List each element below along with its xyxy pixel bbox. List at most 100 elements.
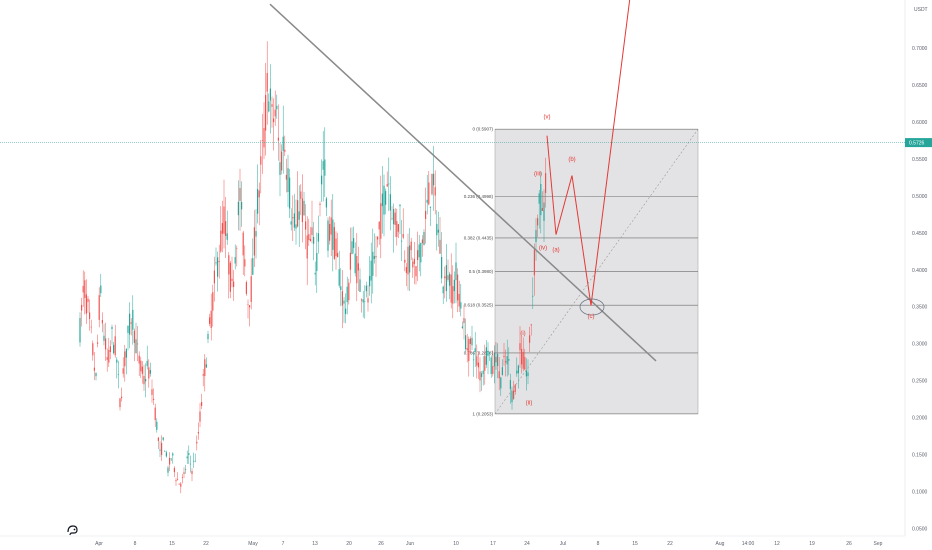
candle-body (268, 101, 270, 112)
candle-body (465, 335, 467, 350)
candle-body (316, 252, 318, 272)
wave-label: (iii) (534, 172, 542, 178)
candle-body (156, 421, 158, 430)
candle-body (396, 221, 398, 237)
candle-body (164, 451, 166, 452)
candle-body (444, 276, 446, 279)
candle-body (215, 262, 217, 264)
candle-body (449, 273, 451, 286)
candle-body (508, 359, 510, 361)
candle-body (481, 373, 483, 377)
candle-body (298, 211, 300, 220)
candle-body (399, 204, 401, 207)
tradingview-logo[interactable] (67, 525, 78, 536)
candle-body (466, 348, 468, 351)
candle-body (125, 348, 127, 358)
candle-body (239, 187, 241, 201)
candle-body (506, 355, 508, 365)
candle-body (450, 274, 452, 303)
candle-body (439, 239, 441, 254)
fib-level-label: 0 (0.5907) (472, 127, 493, 132)
candle-body (434, 187, 436, 196)
candle-body (485, 347, 487, 365)
candle-body (207, 334, 209, 340)
candle-body (293, 213, 295, 228)
candle-body (373, 256, 375, 259)
candle-body (425, 210, 427, 219)
time-tick-label: Apr (95, 541, 103, 547)
candle-body (279, 162, 281, 175)
candle-body (165, 452, 167, 457)
projection-path[interactable] (546, 0, 631, 306)
candle-body (103, 335, 105, 341)
candle-body (269, 88, 271, 101)
candle-body (474, 348, 476, 352)
candle-body (489, 352, 491, 354)
candle-body (452, 286, 454, 304)
candle-body (202, 374, 204, 376)
time-tick-label: 26 (378, 541, 384, 547)
candle-body (545, 173, 547, 193)
price-tick-label: 0.2000 (912, 416, 928, 422)
candle-body (300, 191, 302, 199)
time-tick-label: 14:00 (742, 541, 755, 547)
fib-level-label: 1 (0.2053) (472, 411, 493, 416)
candle-body (375, 255, 377, 258)
candle-body (231, 278, 233, 281)
currency-label: USDT (914, 7, 928, 13)
candle-body (281, 151, 283, 171)
price-tick-label: 0.5000 (912, 194, 928, 200)
candle-body (121, 396, 123, 399)
candle-body (194, 460, 196, 462)
candle-body (127, 325, 129, 334)
candle-body (461, 326, 463, 329)
candle-body (365, 285, 367, 292)
candle-body (409, 245, 411, 273)
candle-body (277, 137, 279, 141)
price-tick-label: 0.3500 (912, 305, 928, 311)
candle-body (479, 371, 481, 381)
candle-body (137, 343, 139, 345)
candle-body (490, 357, 492, 374)
price-tick-label: 0.3000 (912, 342, 928, 348)
candle-body (335, 238, 337, 257)
candle-body (81, 304, 83, 311)
candle-body (418, 244, 420, 258)
candle-body (236, 248, 238, 249)
candle-body (113, 344, 115, 354)
candle-body (386, 184, 388, 187)
candle-body (402, 233, 404, 238)
candle-body (273, 118, 275, 123)
candle-body (359, 279, 361, 292)
candle-body (129, 313, 131, 335)
candle-body (309, 238, 311, 242)
current-price-badge (905, 138, 932, 148)
candle-body (361, 299, 363, 301)
candle-body (405, 267, 407, 273)
candle-body (143, 376, 145, 385)
candle-body (157, 437, 159, 441)
price-axis[interactable]: 0.7000 0.6500 0.6000 0.5500 0.5000 0.4500 0.40… (912, 46, 928, 532)
candle-body (322, 161, 324, 170)
candle-body (89, 312, 91, 319)
candle-body (263, 127, 265, 148)
candle-body (229, 262, 231, 292)
time-axis[interactable]: Apr 8 15 22 May 7 13 20 26 Jun 10 17 24 Jul 8 15 22 Aug 14… (95, 541, 883, 547)
fibonacci-retracement[interactable]: 0 (0.5907)0.236 (0.4998)0.382 (0.4435)0.… (464, 127, 699, 417)
candle-body (535, 230, 537, 242)
candle-body (145, 378, 147, 382)
candle-body (369, 276, 371, 287)
candle-body (209, 317, 211, 324)
candle-body (389, 194, 391, 211)
candle-body (495, 356, 497, 363)
candlestick-series (79, 41, 547, 494)
candle-body (391, 218, 393, 220)
candle-body (117, 374, 119, 375)
candle-body (287, 168, 289, 192)
candle-body (225, 221, 227, 236)
candle-body (140, 360, 142, 372)
candle-body (404, 259, 406, 263)
candle-body (130, 322, 132, 324)
candle-body (433, 173, 435, 186)
